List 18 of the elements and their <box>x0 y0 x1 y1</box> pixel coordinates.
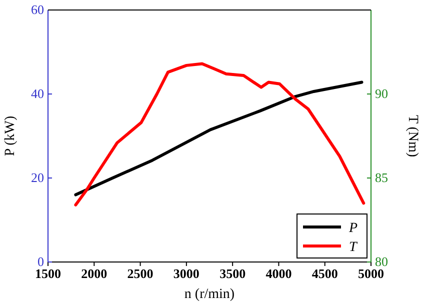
legend-label: P <box>348 221 358 236</box>
y-tick-label: 60 <box>31 2 44 18</box>
y-tick-label: 40 <box>31 86 44 102</box>
line-series <box>74 80 364 196</box>
y-tick-label: 20 <box>31 170 44 186</box>
y2-axis-title: T (Nm) <box>405 114 420 158</box>
y-axis-title: P (kW) <box>3 116 18 156</box>
x-tick-label: 2000 <box>81 266 108 282</box>
y2-tick-label: 85 <box>375 170 388 186</box>
legend-label: T <box>349 240 358 255</box>
line-series <box>74 62 366 206</box>
x-tick-label: 3500 <box>220 266 246 282</box>
x-tick-label: 3000 <box>173 266 200 282</box>
x-tick-label: 2500 <box>127 266 154 282</box>
x-axis-title: n (r/min) <box>184 287 235 302</box>
x-tick-label: 4000 <box>266 266 292 282</box>
x-tick-label: 4500 <box>312 266 338 282</box>
y2-tick-label: 90 <box>375 86 388 102</box>
